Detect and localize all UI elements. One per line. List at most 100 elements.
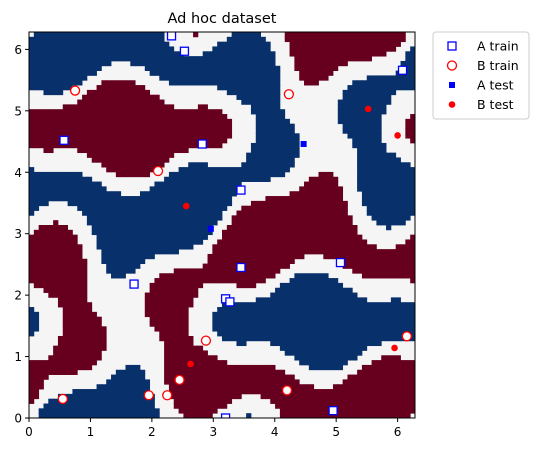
heatmap-cell <box>164 200 170 207</box>
heatmap-cell <box>405 56 411 62</box>
heatmap-cell <box>347 215 353 221</box>
heatmap-cell <box>323 403 329 409</box>
heatmap-cell <box>236 282 242 289</box>
heatmap-cell <box>62 229 68 236</box>
heatmap-cell <box>342 316 348 322</box>
heatmap-cell <box>366 32 372 38</box>
heatmap-cell <box>260 147 266 154</box>
heatmap-cell <box>33 128 40 134</box>
heatmap-cell <box>260 200 266 207</box>
heatmap-cell <box>275 70 281 76</box>
heatmap-cell <box>139 133 146 139</box>
heatmap-cell <box>96 210 102 216</box>
heatmap-cell <box>241 60 247 67</box>
heatmap-cell <box>106 384 112 390</box>
heatmap-cell <box>231 268 237 274</box>
heatmap-cell <box>246 321 252 327</box>
heatmap-cell <box>390 157 397 163</box>
heatmap-cell <box>115 229 122 236</box>
heatmap-cell <box>304 278 310 284</box>
heatmap-cell <box>386 200 392 207</box>
heatmap-cell <box>289 282 295 289</box>
heatmap-cell <box>270 292 276 298</box>
heatmap-cell <box>197 114 204 120</box>
heatmap-cell <box>111 239 117 245</box>
heatmap-cell <box>96 345 102 351</box>
heatmap-cell <box>323 360 329 366</box>
heatmap-cell <box>405 374 411 380</box>
heatmap-cell <box>43 369 49 375</box>
heatmap-cell <box>357 114 363 120</box>
heatmap-cell <box>38 65 44 71</box>
heatmap-cell <box>57 234 64 240</box>
heatmap-cell <box>29 167 35 173</box>
heatmap-cell <box>197 133 204 139</box>
heatmap-cell <box>299 326 305 332</box>
heatmap-cell <box>62 364 68 371</box>
heatmap-cell <box>337 186 344 192</box>
heatmap-cell <box>371 51 377 57</box>
heatmap-cell <box>212 403 218 409</box>
heatmap-cell <box>308 51 315 57</box>
heatmap-cell <box>222 60 228 67</box>
heatmap-cell <box>193 273 199 279</box>
heatmap-cell <box>371 326 377 332</box>
heatmap-cell <box>381 273 387 279</box>
heatmap-cell <box>241 369 247 375</box>
heatmap-cell <box>178 244 184 250</box>
heatmap-cell <box>67 326 73 332</box>
heatmap-cell <box>115 152 122 158</box>
y-tick-label: 1 <box>14 350 22 364</box>
heatmap-cell <box>366 123 372 129</box>
heatmap-cell <box>352 46 358 52</box>
heatmap-cell <box>236 65 242 71</box>
heatmap-cell <box>318 200 324 207</box>
heatmap-cell <box>120 379 126 385</box>
heatmap-cell <box>279 321 286 327</box>
heatmap-cell <box>188 109 194 115</box>
heatmap-cell <box>135 51 141 57</box>
heatmap-cell <box>275 311 281 318</box>
heatmap-cell <box>323 311 329 318</box>
heatmap-cell <box>193 403 199 409</box>
heatmap-cell <box>125 389 131 395</box>
heatmap-cell <box>197 60 204 67</box>
heatmap-cell <box>328 46 334 52</box>
heatmap-cell <box>328 215 334 221</box>
heatmap-cell <box>135 234 141 240</box>
heatmap-cell <box>77 292 83 298</box>
heatmap-cell <box>246 60 252 67</box>
heatmap-cell <box>101 142 107 149</box>
heatmap-cell <box>275 258 281 264</box>
heatmap-cell <box>67 340 73 347</box>
heatmap-cell <box>289 123 295 129</box>
heatmap-cell <box>154 234 160 240</box>
heatmap-cell <box>294 393 300 400</box>
heatmap-cell <box>405 413 411 418</box>
heatmap-cell <box>275 167 281 173</box>
heatmap-cell <box>294 287 300 293</box>
heatmap-cell <box>86 60 93 67</box>
heatmap-cell <box>86 147 93 154</box>
heatmap-cell <box>386 215 392 221</box>
heatmap-cell <box>246 162 252 168</box>
heatmap-cell <box>154 157 160 163</box>
heatmap-cell <box>246 331 252 337</box>
heatmap-cell <box>357 152 363 158</box>
heatmap-cell <box>255 205 262 211</box>
heatmap-cell <box>304 75 310 81</box>
heatmap-cell <box>289 46 295 52</box>
heatmap-cell <box>366 263 372 269</box>
heatmap-cell <box>144 46 151 52</box>
heatmap-cell <box>260 331 266 337</box>
heatmap-cell <box>222 51 228 57</box>
heatmap-cell <box>207 171 213 178</box>
heatmap-cell <box>318 393 324 400</box>
heatmap-cell <box>381 167 387 173</box>
heatmap-cell <box>366 335 372 342</box>
heatmap-cell <box>193 186 199 192</box>
heatmap-cell <box>43 114 49 120</box>
heatmap-cell <box>67 181 73 187</box>
heatmap-cell <box>275 268 281 274</box>
heatmap-cell <box>366 384 372 390</box>
